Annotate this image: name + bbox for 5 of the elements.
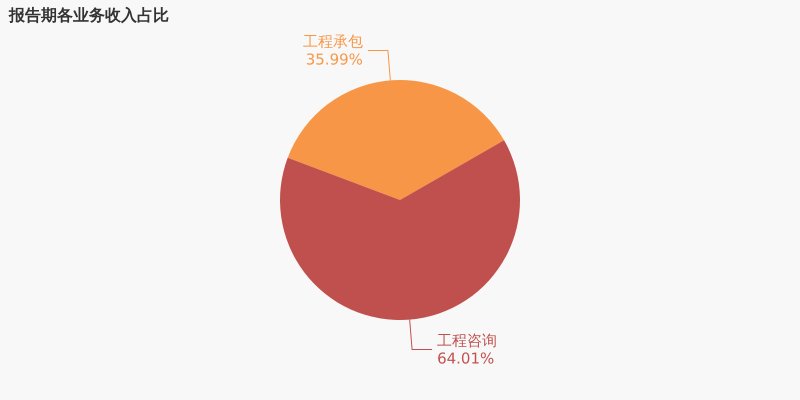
- text: 报告期各业务收入占比: [8, 6, 169, 24]
- data-label: 35.99%: [306, 50, 363, 68]
- slice-label: 工程承包: [302, 32, 363, 50]
- slice-label: 工程咨询: [437, 332, 498, 350]
- data-label: 64.01%: [437, 350, 494, 368]
